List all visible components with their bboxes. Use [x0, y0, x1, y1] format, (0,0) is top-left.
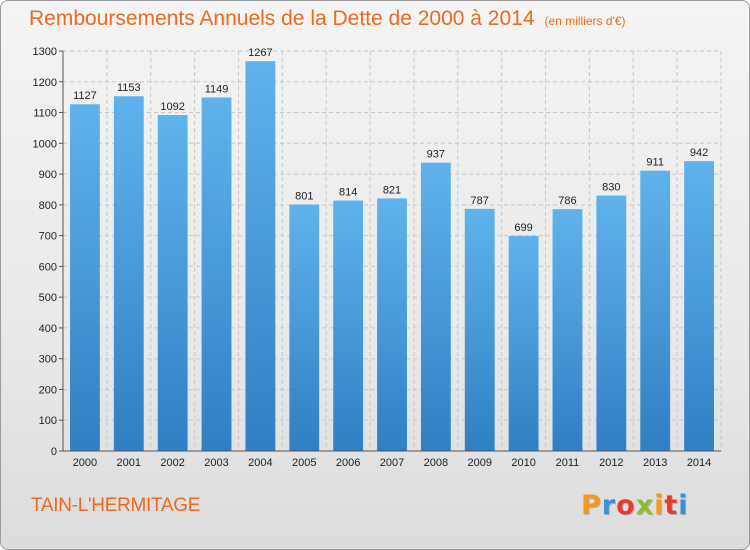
y-tick-label: 300 — [39, 354, 57, 366]
data-label-2004: 1267 — [248, 47, 272, 59]
data-label-2005: 801 — [295, 191, 313, 203]
bar-2004 — [245, 61, 276, 452]
y-tick-label: 700 — [39, 231, 57, 243]
logo-letter: o — [616, 490, 636, 521]
x-tick-label: 2000 — [73, 457, 97, 469]
bar-2006 — [333, 200, 364, 451]
x-tick-label: 2010 — [511, 457, 535, 469]
bar-2001 — [113, 96, 144, 451]
data-label-2013: 911 — [646, 157, 664, 169]
data-label-2000: 1127 — [73, 90, 97, 102]
y-tick-label: 900 — [39, 169, 57, 181]
bar-2002 — [157, 115, 188, 451]
data-label-2001: 1153 — [117, 82, 141, 94]
x-tick-label: 2014 — [687, 457, 711, 469]
y-tick-label: 100 — [39, 415, 57, 427]
bar-2014 — [684, 161, 714, 451]
bar-2007 — [377, 198, 407, 451]
bar-2000 — [70, 104, 100, 451]
x-tick-label: 2011 — [556, 457, 580, 469]
data-label-2003: 1149 — [205, 83, 229, 95]
data-label-2009: 787 — [471, 195, 489, 207]
x-tick-label: 2009 — [467, 457, 491, 469]
logo-letter: x — [635, 490, 655, 521]
data-label-2006: 814 — [339, 187, 357, 199]
y-tick-label: 400 — [39, 323, 57, 335]
axes: 0 100 200 300 400 500 600 700 800 900 1000 1100 1200… — [33, 46, 721, 469]
proxiti-logo: Proxiti — [581, 490, 689, 521]
y-tick-label: 1200 — [33, 77, 57, 89]
data-label-2014: 942 — [690, 147, 708, 159]
x-tick-label: 2013 — [643, 457, 667, 469]
x-tick-label: 2001 — [117, 457, 141, 469]
x-tick-label: 2012 — [599, 457, 623, 469]
bar-2008 — [420, 162, 451, 451]
bar-2005 — [289, 204, 320, 451]
logo-letter: P — [581, 490, 602, 521]
data-label-2011: 786 — [558, 195, 576, 207]
bar-2012 — [596, 195, 627, 451]
y-tick-label: 1300 — [33, 46, 57, 58]
y-tick-label: 600 — [39, 261, 57, 273]
bar-2003 — [201, 97, 232, 451]
x-tick-label: 2006 — [336, 457, 360, 469]
y-tick-label: 200 — [39, 384, 57, 396]
commune-name: TAIN-L'HERMITAGE — [31, 495, 201, 516]
x-tick-label: 2007 — [380, 457, 404, 469]
data-label-2012: 830 — [602, 182, 620, 194]
chart-unit-note: (en milliers d'€) — [544, 14, 626, 28]
logo-letter: i — [678, 490, 689, 521]
chart-title-text: Remboursements Annuels de la Dette de 20… — [29, 7, 535, 30]
x-tick-label: 2004 — [248, 457, 272, 469]
x-tick-label: 2005 — [292, 457, 316, 469]
x-tick-label: 2008 — [424, 457, 448, 469]
chart-title: Remboursements Annuels de la Dette de 20… — [29, 7, 626, 31]
data-label-2007: 821 — [383, 184, 401, 196]
x-tick-label: 2002 — [160, 457, 184, 469]
y-tick-label: 1000 — [33, 138, 57, 150]
y-tick-label: 800 — [39, 200, 57, 212]
y-tick-label: 1100 — [33, 108, 57, 120]
bar-2010 — [508, 235, 539, 451]
logo-letter: i — [654, 490, 665, 521]
y-tick-label: 500 — [39, 292, 57, 304]
y-tick-label: 0 — [51, 446, 57, 458]
logo-letter: t — [664, 490, 679, 521]
bar-2011 — [552, 209, 583, 451]
data-label-2002: 1092 — [160, 101, 184, 113]
bars — [70, 61, 714, 452]
logo-letter: r — [601, 490, 617, 521]
data-label-2010: 699 — [514, 222, 532, 234]
bar-2013 — [640, 170, 671, 451]
data-label-2008: 937 — [427, 149, 445, 161]
x-tick-label: 2003 — [204, 457, 228, 469]
bar-2009 — [464, 208, 495, 451]
